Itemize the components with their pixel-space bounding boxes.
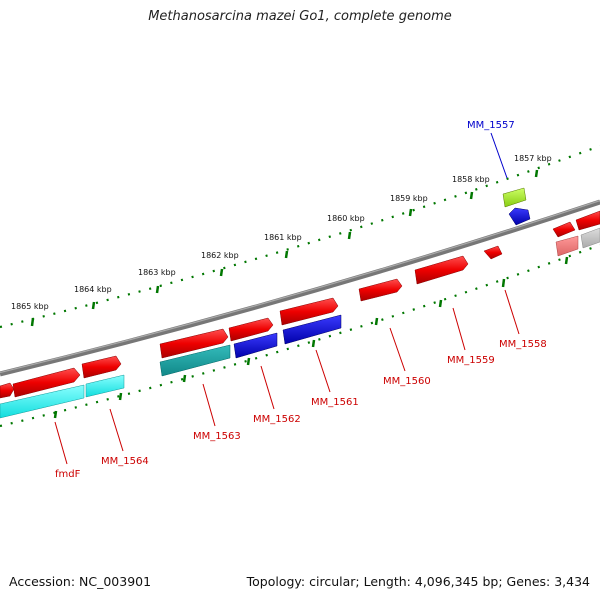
tick-1865 <box>30 317 35 327</box>
scale-label-1859: 1859 kbp <box>390 194 428 203</box>
reverse-genes <box>0 227 600 419</box>
gene-label-mm1561[interactable]: MM_1561 <box>311 397 359 408</box>
gene-arrow[interactable] <box>580 227 600 249</box>
gene-arrow[interactable] <box>159 328 229 359</box>
gene-label-mm1558[interactable]: MM_1558 <box>499 339 547 350</box>
gene-arrow[interactable] <box>0 382 15 399</box>
tick-1859 <box>408 208 413 217</box>
scale-label-1857: 1857 kbp <box>514 154 552 163</box>
gene-labels: MM_1557 MM_1558 MM_1559 MM_1560 MM_1561 … <box>55 120 547 480</box>
inner-scale-ticks <box>53 256 569 419</box>
gene-arrow[interactable] <box>279 297 339 326</box>
gene-label-mm1563[interactable]: MM_1563 <box>193 431 241 442</box>
gene-arrow[interactable] <box>81 355 122 379</box>
tick-1863 <box>155 285 160 294</box>
gene-label-mm1560[interactable]: MM_1560 <box>383 376 431 387</box>
genome-summary: Topology: circular; Length: 4,096,345 bp… <box>246 574 590 589</box>
scale-label-1863: 1863 kbp <box>138 268 176 277</box>
forward-genes <box>0 210 600 399</box>
outer-scale-ticks <box>30 169 539 327</box>
tick-1861 <box>284 250 289 259</box>
gene-arrow[interactable] <box>414 255 469 285</box>
tick-1857 <box>534 169 539 178</box>
tick-1858 <box>469 191 474 200</box>
scale-label-1865: 1865 kbp <box>11 302 49 311</box>
scale-label-1860: 1860 kbp <box>327 214 365 223</box>
scale-label-1861: 1861 kbp <box>264 233 302 242</box>
gene-arrow[interactable] <box>555 235 579 257</box>
gene-arrow[interactable] <box>552 221 576 238</box>
gene-arrow[interactable] <box>159 344 231 377</box>
tick-1862 <box>219 268 224 277</box>
gene-arrow[interactable] <box>0 384 85 419</box>
scale-label-1858: 1858 kbp <box>452 175 490 184</box>
gene-arrow[interactable] <box>483 245 503 260</box>
gene-label-mm1559[interactable]: MM_1559 <box>447 355 495 366</box>
leader-lines <box>54 132 520 465</box>
gene-label-mm1557[interactable]: MM_1557 <box>467 120 515 131</box>
gene-label-mm1564[interactable]: MM_1564 <box>101 456 149 467</box>
gene-arrow[interactable] <box>85 374 125 398</box>
scale-label-1864: 1864 kbp <box>74 285 112 294</box>
scale-labels: 1857 kbp 1858 kbp 1859 kbp 1860 kbp 1861… <box>11 154 552 311</box>
gene-label-mm1562[interactable]: MM_1562 <box>253 414 301 425</box>
highlight-gene-blue[interactable] <box>508 207 531 226</box>
gene-arrow[interactable] <box>228 317 274 342</box>
gene-arrow[interactable] <box>282 314 342 345</box>
scale-label-1862: 1862 kbp <box>201 251 239 260</box>
gene-arrow[interactable] <box>12 367 81 398</box>
gene-arrow[interactable] <box>575 210 600 231</box>
accession-label: Accession: NC_003901 <box>9 574 152 589</box>
tick-1864 <box>91 301 96 310</box>
genome-backbone <box>0 199 600 377</box>
highlight-gene-green[interactable] <box>502 187 527 208</box>
highlight-genes <box>502 187 531 226</box>
map-title: Methanosarcina mazei Go1, complete genom… <box>148 9 452 24</box>
tick-1860 <box>347 231 352 240</box>
gene-label-fmdf[interactable]: fmdF <box>55 469 81 480</box>
gene-arrow[interactable] <box>233 332 278 359</box>
gene-arrow[interactable] <box>358 278 403 302</box>
